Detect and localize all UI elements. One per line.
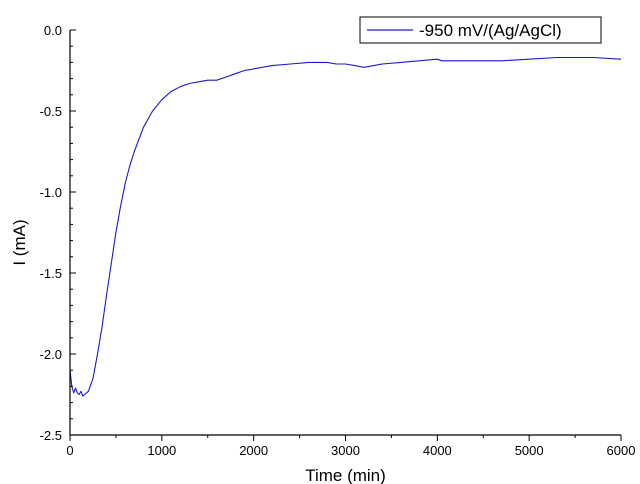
x-tick-label: 4000 <box>423 443 452 458</box>
legend-label: -950 mV/(Ag/AgCl) <box>419 21 562 40</box>
y-tick-label: -2.5 <box>40 428 62 443</box>
x-tick-label: 1000 <box>147 443 176 458</box>
y-axis-title: I (mA) <box>10 219 29 265</box>
ticks <box>69 29 622 441</box>
x-tick-label: 5000 <box>515 443 544 458</box>
y-tick-label: -1.0 <box>40 185 62 200</box>
x-axis-title: Time (min) <box>305 466 386 484</box>
legend: -950 mV/(Ag/AgCl) <box>359 16 602 44</box>
y-tick-label: -2.0 <box>40 347 62 362</box>
y-tick-label: -1.5 <box>40 266 62 281</box>
y-tick-label: -0.5 <box>40 104 62 119</box>
series-line-0 <box>69 56 622 397</box>
x-tick-label: 2000 <box>239 443 268 458</box>
x-tick-label: 3000 <box>331 443 360 458</box>
axes <box>69 30 621 436</box>
tick-labels: 0 1000 2000 3000 4000 5000 6000 0.0 -0.5 -1.0 -1.5… <box>40 23 636 458</box>
x-tick-label: 0 <box>66 443 73 458</box>
x-tick-label: 6000 <box>607 443 636 458</box>
y-tick-label: 0.0 <box>44 23 62 38</box>
plot-area <box>69 56 622 397</box>
